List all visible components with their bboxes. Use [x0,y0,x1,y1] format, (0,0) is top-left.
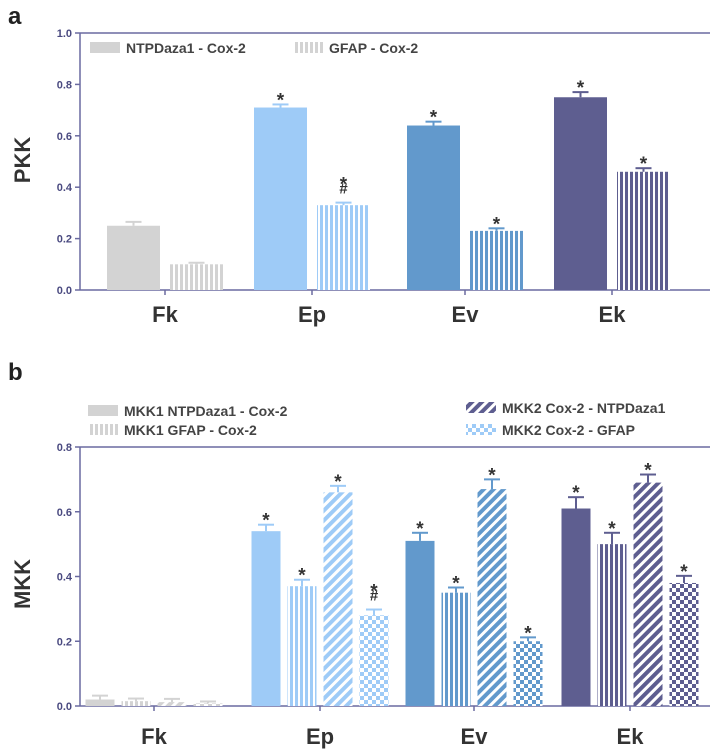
panel-a-y-tick-label: 0.4 [57,182,73,194]
panel-a-y-tick-label: 0.6 [57,131,72,143]
panel-a-ticks: 0.0 0.2 0.4 0.6 0.8 1.0 Fk Ep Ev Ek [57,28,627,327]
panel-b-bar [633,482,663,706]
panel-b-bar [669,582,699,706]
panel-a-letter: a [8,3,22,30]
panel-b-legend-label: MKK1 NTPDaza1 - Cox-2 [124,403,288,419]
panel-b-significance-marker: # [370,588,379,605]
panel-b-significance-marker: * [608,519,616,540]
panel-b-category-label: Fk [141,724,167,749]
panel-b-significance-marker: * [334,472,342,493]
panel-b-bar [405,540,435,706]
panel-b-category-label: Ep [306,724,334,749]
panel-a-bar [107,225,160,290]
panel-a-bar [254,107,307,290]
panel-a-significance-marker: # [339,181,348,198]
panel-b-bar [477,489,507,706]
panel-b-significance-marker: * [572,483,580,504]
panel-b-legend-swatch [88,405,118,416]
panel-a-significance-marker: * [340,175,348,196]
panel-b-bar [513,641,543,706]
panel-b-letter: b [8,359,23,386]
panel-b-bar [85,699,115,706]
panel-b-legend-label: MKK2 Cox-2 - NTPDaza1 [502,400,666,416]
panel-a-bar [470,230,523,290]
panel-b-bar [157,702,187,706]
panel-a-legend-swatch [293,42,323,53]
panel-b-bar [597,544,627,706]
panel-a-y-tick-label: 0.2 [57,234,72,246]
panel-b-significance-marker: * [298,566,306,587]
panel-b: b MKK 0.00.20.40.60.8Fk Ep Ev Ek ****#*****… [8,359,710,749]
panel-a-category-label: Ek [599,302,627,327]
panel-a-bar [407,125,460,291]
panel-b-category-label: Ev [461,724,489,749]
panel-b-bar [323,492,353,706]
panel-b-significance-marker: * [488,465,496,486]
panel-b-bar [441,592,471,706]
panel-a-category-label: Ev [452,302,480,327]
panel-b-y-axis-title: MKK [10,559,35,609]
panel-a-significance-marker: * [640,154,648,175]
panel-a: a PKK 0.00.20.40.60.81.0Fk Ep Ev Ek **#****… [8,3,710,327]
panel-b-y-tick-label: 0.8 [57,442,72,454]
panel-a-category-label: Fk [152,302,178,327]
panel-b-significance-marker: * [524,623,532,644]
panel-b-legend-swatch [466,402,496,413]
panel-b-bars: ****#******** [85,461,699,706]
panel-b-y-tick-label: 0.6 [57,507,72,519]
panel-b-significance-marker: * [416,519,424,540]
panel-a-significance-marker: * [430,108,438,129]
panel-a-y-tick-label: 0.0 [57,285,72,297]
panel-b-legend-label: MKK1 GFAP - Cox-2 [124,422,257,438]
panel-b-significance-marker: * [644,461,652,482]
panel-b-y-tick-label: 0.2 [57,636,72,648]
panel-a-legend-swatch [90,42,120,53]
panel-a-bar [617,171,670,290]
panel-a-bar [170,264,223,290]
panel-a-bars: **#**** [107,78,670,291]
panel-b-legend-swatch [466,424,496,435]
panel-a-legend: NTPDaza1 - Cox-2 GFAP - Cox-2 [90,40,418,56]
panel-b-bar [287,586,317,706]
panel-b-bar [561,508,591,706]
panel-b-significance-marker: * [262,511,270,532]
panel-a-bar [554,97,607,290]
panel-a-y-axis-title: PKK [10,137,35,184]
panel-b-bar [359,615,389,706]
panel-b-significance-marker: * [452,574,460,595]
panel-b-significance-marker: * [680,562,688,583]
panel-b-legend: MKK1 NTPDaza1 - Cox-2 MKK1 GFAP - Cox-2 MK… [88,400,666,438]
panel-a-bar [317,205,370,290]
panel-b-y-tick-label: 0.0 [57,701,72,713]
panel-b-bar [121,701,151,706]
panel-a-y-tick-label: 1.0 [57,28,72,40]
panel-b-y-tick-label: 0.4 [57,572,73,584]
panel-a-legend-label: NTPDaza1 - Cox-2 [126,40,246,56]
panel-b-legend-label: MKK2 Cox-2 - GFAP [502,422,635,438]
panel-a-significance-marker: * [577,78,585,99]
panel-b-bar [193,703,223,706]
panel-a-y-tick-label: 0.8 [57,79,72,91]
panel-b-bar [251,531,281,706]
panel-b-category-label: Ek [617,724,645,749]
panel-b-legend-swatch [88,424,118,435]
panel-b-significance-marker: * [370,582,378,603]
panel-a-significance-marker: * [277,90,285,111]
panel-b-ticks: 0.0 0.2 0.4 0.6 0.8 Fk Ep Ev Ek [57,442,645,749]
panel-a-legend-label: GFAP - Cox-2 [329,40,418,56]
panel-a-significance-marker: * [493,214,501,235]
panel-a-category-label: Ep [298,302,326,327]
